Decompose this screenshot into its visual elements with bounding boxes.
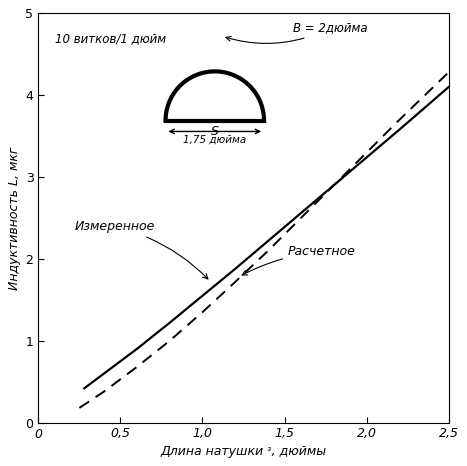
Text: B = 2дюйма: B = 2дюйма [226,21,368,43]
Y-axis label: Индуктивность L, мкг: Индуктивность L, мкг [8,146,21,290]
Text: 10 витков/1 дюйм: 10 витков/1 дюйм [55,32,166,45]
X-axis label: Длина натушки ᵌ, дюймы: Длина натушки ᵌ, дюймы [161,445,326,458]
Text: Расчетное: Расчетное [242,245,356,275]
Text: Измеренное: Измеренное [74,220,208,279]
